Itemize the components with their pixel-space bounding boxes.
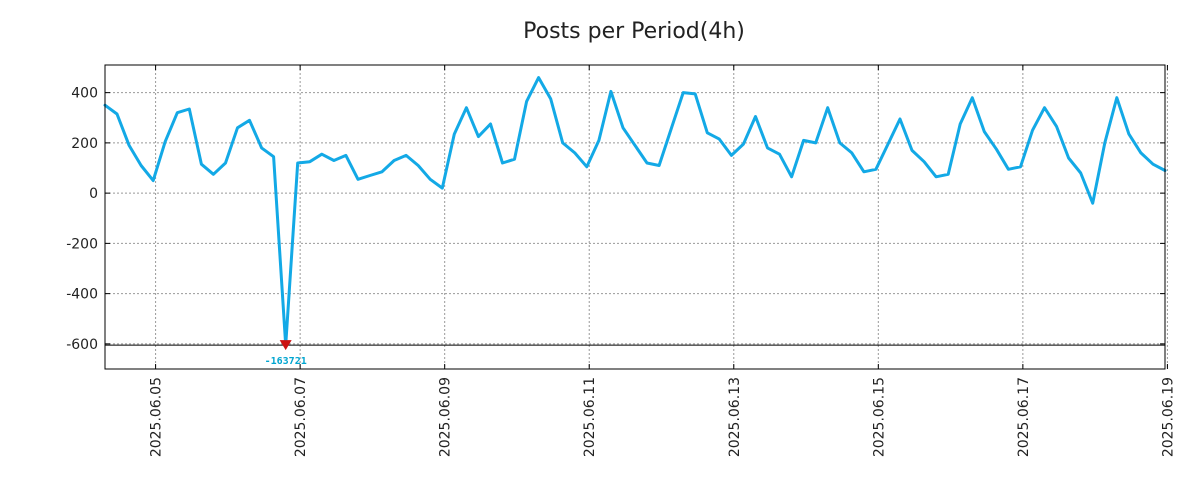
y-tick-label: 400 (71, 86, 98, 102)
y-tick-label: -400 (66, 287, 98, 303)
y-tick-label: 0 (89, 186, 98, 202)
plot-area: 400 200 0 -200 -400 -600 2025.06.05 2025.06.07 2… (66, 64, 1176, 457)
plot-frame (104, 64, 1166, 370)
x-tick-label: 2025.06.13 (727, 377, 743, 457)
x-tick-label: 2025.06.17 (1016, 377, 1032, 457)
x-tick-label: 2025.06.15 (871, 377, 887, 457)
x-tick-label: 2025.06.11 (582, 377, 598, 457)
x-tick-label: 2025.06.09 (438, 377, 454, 457)
min-marker (279, 340, 292, 351)
y-tick-label: 200 (71, 136, 98, 152)
min-annotation-label: -163721 (265, 356, 307, 367)
chart-title: Posts per Period(4h) (523, 19, 745, 44)
y-tick-label: -200 (66, 236, 98, 252)
series-line (103, 76, 1167, 347)
y-tick-label: -600 (66, 337, 98, 353)
x-tick-label: 2025.06.07 (293, 377, 309, 457)
x-tick-label: 2025.06.05 (149, 377, 165, 457)
x-tick-label: 2025.06.19 (1160, 377, 1176, 457)
